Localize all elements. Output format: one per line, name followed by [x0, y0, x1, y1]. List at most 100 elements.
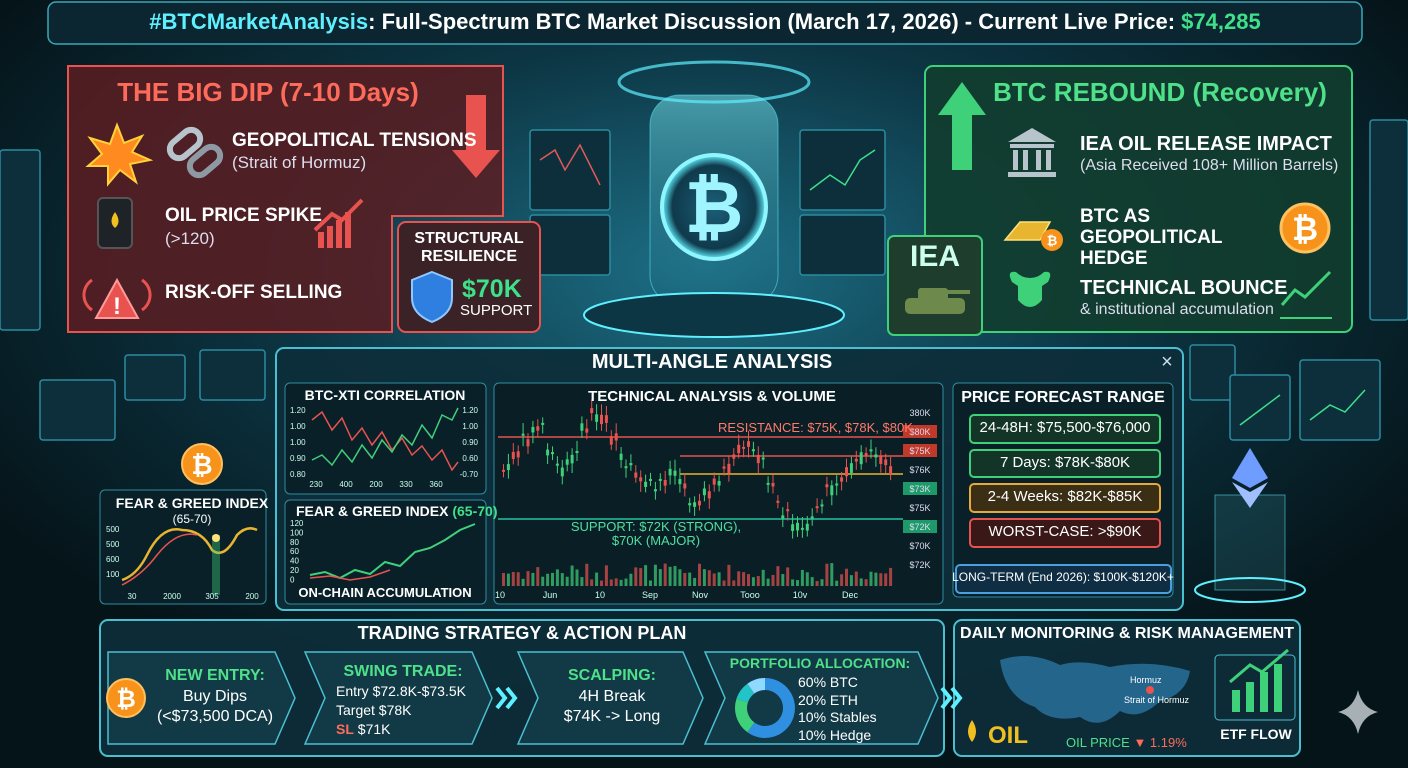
dip-sub: (Strait of Hormuz) — [232, 153, 367, 172]
volume-bar — [604, 565, 608, 586]
step-title: NEW ENTRY: — [165, 667, 265, 684]
volume-bar — [810, 577, 814, 586]
tick-label: 60 — [290, 547, 299, 556]
resilience-level: $70K — [462, 275, 522, 303]
volume-bar — [590, 579, 594, 586]
forecast-range: 2-4 Weeks: $82K-$85K — [987, 488, 1143, 505]
candle-body — [771, 482, 775, 487]
volume-bar — [820, 579, 824, 586]
tick-label: 20 — [290, 566, 299, 575]
candle-body — [609, 436, 613, 445]
allocation-segment — [747, 678, 795, 738]
rebound-item: IEA OIL RELEASE IMPACT — [1080, 133, 1332, 155]
side-fear-greed-range: (65-70) — [172, 512, 212, 526]
candle-body — [879, 456, 883, 464]
volume-bar — [874, 572, 878, 586]
fear-greed-range: (65-70) — [452, 503, 498, 519]
candle-body — [776, 500, 780, 503]
forecast-range: WORST-CASE: >$90K — [988, 523, 1142, 540]
volume-bar — [766, 578, 770, 586]
candle-body — [668, 468, 672, 476]
volume-bar — [751, 577, 755, 586]
tick-label: 230 — [309, 480, 323, 489]
candle-body — [580, 423, 584, 431]
candle-body — [649, 478, 652, 481]
tick-label: 360 — [429, 480, 443, 489]
side-fear-greed-title: FEAR & GREED INDEX — [115, 495, 269, 511]
candle-body — [536, 426, 540, 431]
close-button[interactable]: × — [1161, 351, 1173, 373]
price-label: $75K — [909, 446, 930, 456]
allocation-label: 60% BTC — [798, 674, 858, 690]
correlation-title: BTC-XTI CORRELATION — [304, 387, 466, 403]
candle-body — [786, 509, 790, 512]
mini-chart-lines — [121, 407, 476, 586]
tick-label: 400 — [339, 480, 353, 489]
volume-bar — [840, 574, 844, 586]
dip-title: THE BIG DIP (7-10 Days) — [117, 77, 419, 107]
price-label-box — [903, 425, 937, 438]
candle-body — [805, 523, 809, 531]
candle-body — [717, 480, 721, 486]
volume-bar — [732, 580, 736, 586]
forecast-title: PRICE FORECAST RANGE — [961, 389, 1165, 406]
step-title: SWING TRADE: — [343, 663, 463, 680]
volume-bar — [644, 565, 648, 586]
candle-body — [815, 506, 819, 509]
tick-label: 10v — [793, 590, 808, 600]
dip-item: RISK-OFF SELLING — [165, 282, 343, 303]
volume-bar — [609, 579, 613, 586]
tick-label: 600 — [106, 555, 120, 564]
tick-label: 330 — [399, 480, 413, 489]
stop-loss-value: $71K — [357, 721, 391, 737]
candle-body — [781, 515, 785, 519]
tick-label: 200 — [245, 592, 259, 601]
volume-bar — [506, 573, 510, 586]
fear-greed-title: FEAR & GREED INDEX (65-70) — [296, 503, 498, 519]
candle-body — [712, 478, 716, 485]
candle-body — [502, 469, 505, 472]
candle-body — [761, 457, 765, 460]
step-line: (<$73,500 DCA) — [156, 708, 274, 725]
volume-bar — [727, 564, 731, 586]
price-label-box — [903, 520, 937, 533]
oil-price-label: OIL PRICE — [1066, 735, 1130, 750]
technical-panel — [493, 382, 944, 605]
volume-bar — [551, 572, 554, 586]
step-title: PORTFOLIO ALLOCATION: — [729, 655, 911, 671]
side-fear-greed-panel — [99, 489, 267, 605]
volume-bar — [560, 573, 564, 586]
resilience-sub: SUPPORT — [460, 302, 533, 319]
volume-bar — [702, 569, 706, 586]
dip-item: OIL PRICE SPIKE — [165, 205, 322, 226]
volume-bar — [796, 580, 799, 586]
volume-bar — [717, 572, 721, 586]
tick-label: 100 — [290, 528, 304, 537]
candle-body — [506, 464, 510, 471]
volume-bar — [854, 571, 858, 586]
step-line: 4H Break — [578, 688, 646, 705]
volume-bar — [639, 568, 643, 586]
price-label: $72K — [909, 560, 930, 570]
tick-label: 1.00 — [462, 422, 478, 431]
candle-body — [624, 466, 628, 469]
candle-body — [835, 483, 839, 486]
monitoring-title: DAILY MONITORING & RISK MANAGEMENT — [960, 625, 1294, 642]
svg-text:₿: ₿ — [685, 165, 744, 249]
price-label-box — [903, 444, 937, 457]
forecast-range: 7 Days: $78K-$80K — [999, 454, 1131, 471]
volume-bar — [859, 578, 863, 586]
candle-body — [766, 482, 770, 485]
volume-bar — [546, 573, 550, 586]
oil-price: OIL PRICE ▼ 1.19% — [1066, 735, 1187, 750]
candle-body — [595, 414, 599, 422]
volume-bar — [712, 573, 716, 586]
candle-body — [600, 414, 603, 425]
candle-body — [604, 415, 608, 423]
candle-body — [521, 433, 525, 436]
tick-label: Dec — [842, 590, 859, 600]
step-line: $74K -> Long — [563, 708, 661, 725]
volume-bar — [619, 579, 623, 586]
step-line: Entry $72.8K-$73.5K — [336, 683, 466, 699]
header-price: $74,285 — [1181, 9, 1261, 34]
